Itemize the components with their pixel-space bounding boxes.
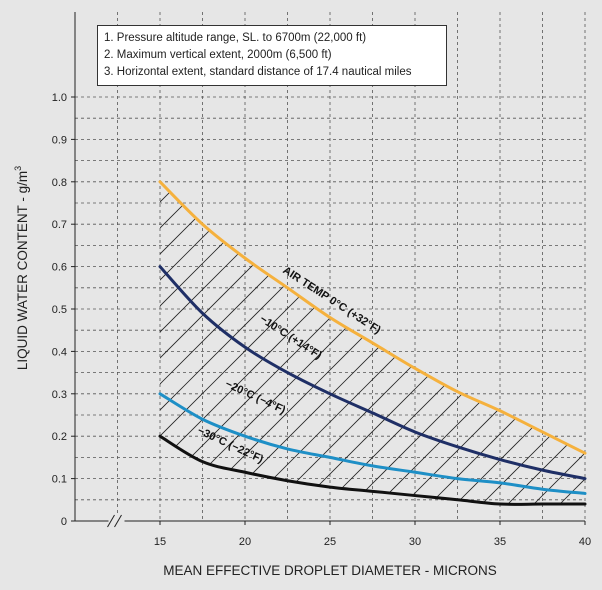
y-tick-label: 0.8 bbox=[52, 177, 67, 189]
hatch-line bbox=[160, 181, 545, 505]
x-tick-label: 25 bbox=[324, 536, 336, 548]
hatch-line bbox=[347, 181, 585, 505]
y-tick-label: 0.1 bbox=[52, 474, 67, 486]
curve-minus-20c bbox=[158, 392, 587, 495]
y-axis-label-main: LIQUID WATER CONTENT - g/m bbox=[15, 171, 30, 370]
note-3: 3. Horizontal extent, standard distance … bbox=[104, 66, 412, 78]
x-axis-label: MEAN EFFECTIVE DROPLET DIAMETER - MICRON… bbox=[163, 563, 497, 578]
x-tick-label: 30 bbox=[409, 536, 421, 548]
y-tick-label: 0.9 bbox=[52, 134, 67, 146]
y-tick-label: 0.3 bbox=[52, 389, 67, 401]
y-tick-label: 0 bbox=[61, 516, 67, 528]
x-tick-label: 20 bbox=[239, 536, 251, 548]
y-tick-label: 0.2 bbox=[52, 431, 67, 443]
hatch-line bbox=[477, 181, 585, 505]
x-tick-label: 35 bbox=[494, 536, 506, 548]
notes-box: 1. Pressure altitude range, SL. to 6700m… bbox=[97, 25, 447, 86]
axis-layer: 0 0.1 0.2 0.3 0.4 0.5 0.6 0.7 0.8 0.9 1.0 15 20 25 30 3… bbox=[52, 12, 591, 548]
curve-air-temp-0c bbox=[158, 180, 587, 455]
y-axis-label-superscript: 3 bbox=[13, 166, 23, 171]
axis-break-mark bbox=[107, 514, 115, 528]
axis-break-mark bbox=[114, 514, 122, 528]
y-tick-label: 0.5 bbox=[52, 304, 67, 316]
y-tick-label: 1.0 bbox=[52, 92, 67, 104]
hatch-line bbox=[160, 181, 519, 505]
x-tick-label: 40 bbox=[579, 536, 591, 548]
hatch-line bbox=[321, 181, 585, 505]
axis-break-gap bbox=[108, 516, 125, 526]
hatch-line bbox=[399, 181, 585, 505]
series-layer bbox=[158, 180, 587, 506]
curve-minus-10c bbox=[158, 265, 587, 481]
x-tick-label: 15 bbox=[154, 536, 166, 548]
hatch-line bbox=[451, 181, 585, 505]
note-2: 2. Maximum vertical extent, 2000m (6,500… bbox=[104, 49, 332, 61]
y-tick-label: 0.4 bbox=[52, 346, 67, 358]
y-tick-label: 0.6 bbox=[52, 262, 67, 274]
hatch-line bbox=[425, 181, 585, 505]
hatch-line bbox=[160, 181, 493, 505]
y-axis-label: LIQUID WATER CONTENT - g/m3 bbox=[13, 166, 30, 370]
hatch-line bbox=[160, 181, 467, 505]
note-1: 1. Pressure altitude range, SL. to 6700m… bbox=[104, 32, 367, 44]
y-tick-label: 0.7 bbox=[52, 219, 67, 231]
curve-minus-30c bbox=[158, 434, 587, 506]
hatch-line bbox=[373, 181, 585, 505]
